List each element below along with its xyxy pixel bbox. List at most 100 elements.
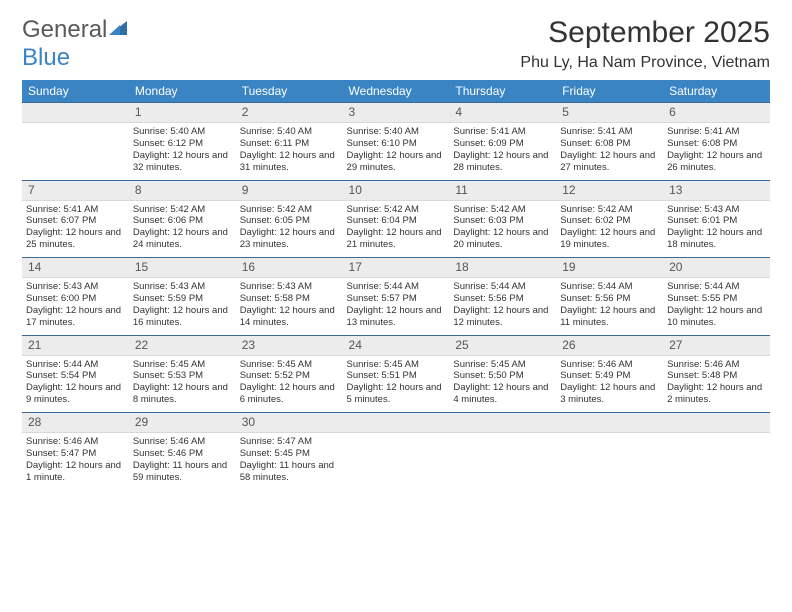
sunset-text: Sunset: 5:49 PM	[560, 370, 659, 382]
day-number: 15	[129, 258, 236, 278]
sunrise-text: Sunrise: 5:46 AM	[133, 436, 232, 448]
day-cell: Sunrise: 5:45 AMSunset: 5:53 PMDaylight:…	[129, 355, 236, 413]
sunset-text: Sunset: 5:51 PM	[347, 370, 446, 382]
weekday-header-row: Sunday Monday Tuesday Wednesday Thursday…	[22, 80, 770, 103]
sunrise-text: Sunrise: 5:44 AM	[453, 281, 552, 293]
sunset-text: Sunset: 6:08 PM	[560, 138, 659, 150]
day-number: 6	[663, 103, 770, 123]
day-number: 13	[663, 180, 770, 200]
sunrise-text: Sunrise: 5:42 AM	[560, 204, 659, 216]
day-cell: Sunrise: 5:46 AMSunset: 5:47 PMDaylight:…	[22, 433, 129, 490]
daylight-text: Daylight: 12 hours and 23 minutes.	[240, 227, 339, 251]
day-number: 2	[236, 103, 343, 123]
day-number: 24	[343, 335, 450, 355]
sunrise-text: Sunrise: 5:47 AM	[240, 436, 339, 448]
day-cell: Sunrise: 5:40 AMSunset: 6:10 PMDaylight:…	[343, 123, 450, 181]
day-number: 21	[22, 335, 129, 355]
day-number-row: 282930	[22, 413, 770, 433]
day-cell: Sunrise: 5:44 AMSunset: 5:56 PMDaylight:…	[449, 278, 556, 336]
day-number: 12	[556, 180, 663, 200]
sunset-text: Sunset: 6:02 PM	[560, 215, 659, 227]
day-number	[22, 103, 129, 123]
day-data-row: Sunrise: 5:40 AMSunset: 6:12 PMDaylight:…	[22, 123, 770, 181]
daylight-text: Daylight: 12 hours and 8 minutes.	[133, 382, 232, 406]
day-number: 16	[236, 258, 343, 278]
sunset-text: Sunset: 6:07 PM	[26, 215, 125, 227]
sunset-text: Sunset: 5:48 PM	[667, 370, 766, 382]
day-cell: Sunrise: 5:46 AMSunset: 5:46 PMDaylight:…	[129, 433, 236, 490]
day-cell: Sunrise: 5:42 AMSunset: 6:06 PMDaylight:…	[129, 200, 236, 258]
sunset-text: Sunset: 6:05 PM	[240, 215, 339, 227]
sunset-text: Sunset: 5:50 PM	[453, 370, 552, 382]
sunrise-text: Sunrise: 5:44 AM	[347, 281, 446, 293]
day-number	[663, 413, 770, 433]
day-number: 11	[449, 180, 556, 200]
sunrise-text: Sunrise: 5:41 AM	[453, 126, 552, 138]
day-number: 17	[343, 258, 450, 278]
sunrise-text: Sunrise: 5:41 AM	[26, 204, 125, 216]
day-cell: Sunrise: 5:44 AMSunset: 5:55 PMDaylight:…	[663, 278, 770, 336]
daylight-text: Daylight: 12 hours and 2 minutes.	[667, 382, 766, 406]
day-cell	[663, 433, 770, 490]
calendar-table: Sunday Monday Tuesday Wednesday Thursday…	[22, 80, 770, 490]
day-number: 14	[22, 258, 129, 278]
daylight-text: Daylight: 12 hours and 24 minutes.	[133, 227, 232, 251]
day-number: 8	[129, 180, 236, 200]
day-number: 23	[236, 335, 343, 355]
sunset-text: Sunset: 5:53 PM	[133, 370, 232, 382]
sunset-text: Sunset: 5:56 PM	[560, 293, 659, 305]
weekday-header: Saturday	[663, 80, 770, 103]
day-number-row: 78910111213	[22, 180, 770, 200]
daylight-text: Daylight: 12 hours and 11 minutes.	[560, 305, 659, 329]
day-number: 3	[343, 103, 450, 123]
day-number: 4	[449, 103, 556, 123]
month-title: September 2025	[520, 16, 770, 50]
day-cell: Sunrise: 5:43 AMSunset: 5:58 PMDaylight:…	[236, 278, 343, 336]
day-data-row: Sunrise: 5:41 AMSunset: 6:07 PM Daylight:…	[22, 200, 770, 258]
day-cell: Sunrise: 5:40 AMSunset: 6:12 PMDaylight:…	[129, 123, 236, 181]
sunrise-text: Sunrise: 5:45 AM	[347, 359, 446, 371]
sunset-text: Sunset: 5:59 PM	[133, 293, 232, 305]
sunrise-text: Sunrise: 5:41 AM	[667, 126, 766, 138]
sunrise-text: Sunrise: 5:42 AM	[133, 204, 232, 216]
day-number	[449, 413, 556, 433]
weekday-header: Wednesday	[343, 80, 450, 103]
day-cell: Sunrise: 5:43 AMSunset: 6:00 PMDaylight:…	[22, 278, 129, 336]
day-cell: Sunrise: 5:42 AMSunset: 6:04 PMDaylight:…	[343, 200, 450, 258]
day-cell: Sunrise: 5:44 AMSunset: 5:54 PMDaylight:…	[22, 355, 129, 413]
day-number: 18	[449, 258, 556, 278]
daylight-text: Daylight: 12 hours and 32 minutes.	[133, 150, 232, 174]
header: General Blue September 2025 Phu Ly, Ha N…	[22, 16, 770, 72]
day-cell: Sunrise: 5:46 AMSunset: 5:49 PMDaylight:…	[556, 355, 663, 413]
sunset-text: Sunset: 6:12 PM	[133, 138, 232, 150]
sunset-text: Sunset: 5:58 PM	[240, 293, 339, 305]
sunrise-text: Sunrise: 5:46 AM	[26, 436, 125, 448]
day-number: 22	[129, 335, 236, 355]
sunset-text: Sunset: 6:01 PM	[667, 215, 766, 227]
weekday-header: Sunday	[22, 80, 129, 103]
day-number: 9	[236, 180, 343, 200]
sunrise-text: Sunrise: 5:45 AM	[133, 359, 232, 371]
daylight-text: Daylight: 12 hours and 28 minutes.	[453, 150, 552, 174]
sunrise-text: Sunrise: 5:44 AM	[26, 359, 125, 371]
sunrise-text: Sunrise: 5:40 AM	[240, 126, 339, 138]
day-cell: Sunrise: 5:44 AMSunset: 5:56 PMDaylight:…	[556, 278, 663, 336]
logo-sail-icon	[109, 19, 131, 42]
day-cell: Sunrise: 5:43 AMSunset: 5:59 PMDaylight:…	[129, 278, 236, 336]
day-cell: Sunrise: 5:41 AMSunset: 6:09 PMDaylight:…	[449, 123, 556, 181]
sunset-text: Sunset: 5:56 PM	[453, 293, 552, 305]
day-number: 26	[556, 335, 663, 355]
sunset-text: Sunset: 6:03 PM	[453, 215, 552, 227]
day-data-row: Sunrise: 5:44 AMSunset: 5:54 PMDaylight:…	[22, 355, 770, 413]
day-data-row: Sunrise: 5:46 AMSunset: 5:47 PMDaylight:…	[22, 433, 770, 490]
daylight-text: Daylight: 12 hours and 13 minutes.	[347, 305, 446, 329]
sunset-text: Sunset: 5:57 PM	[347, 293, 446, 305]
logo: General Blue	[22, 16, 131, 72]
day-number-row: 14151617181920	[22, 258, 770, 278]
sunrise-text: Sunrise: 5:46 AM	[667, 359, 766, 371]
logo-text-general: General	[22, 16, 107, 43]
weekday-header: Thursday	[449, 80, 556, 103]
day-cell: Sunrise: 5:47 AMSunset: 5:45 PMDaylight:…	[236, 433, 343, 490]
daylight-text: Daylight: 12 hours and 9 minutes.	[26, 382, 125, 406]
sunrise-text: Sunrise: 5:43 AM	[667, 204, 766, 216]
